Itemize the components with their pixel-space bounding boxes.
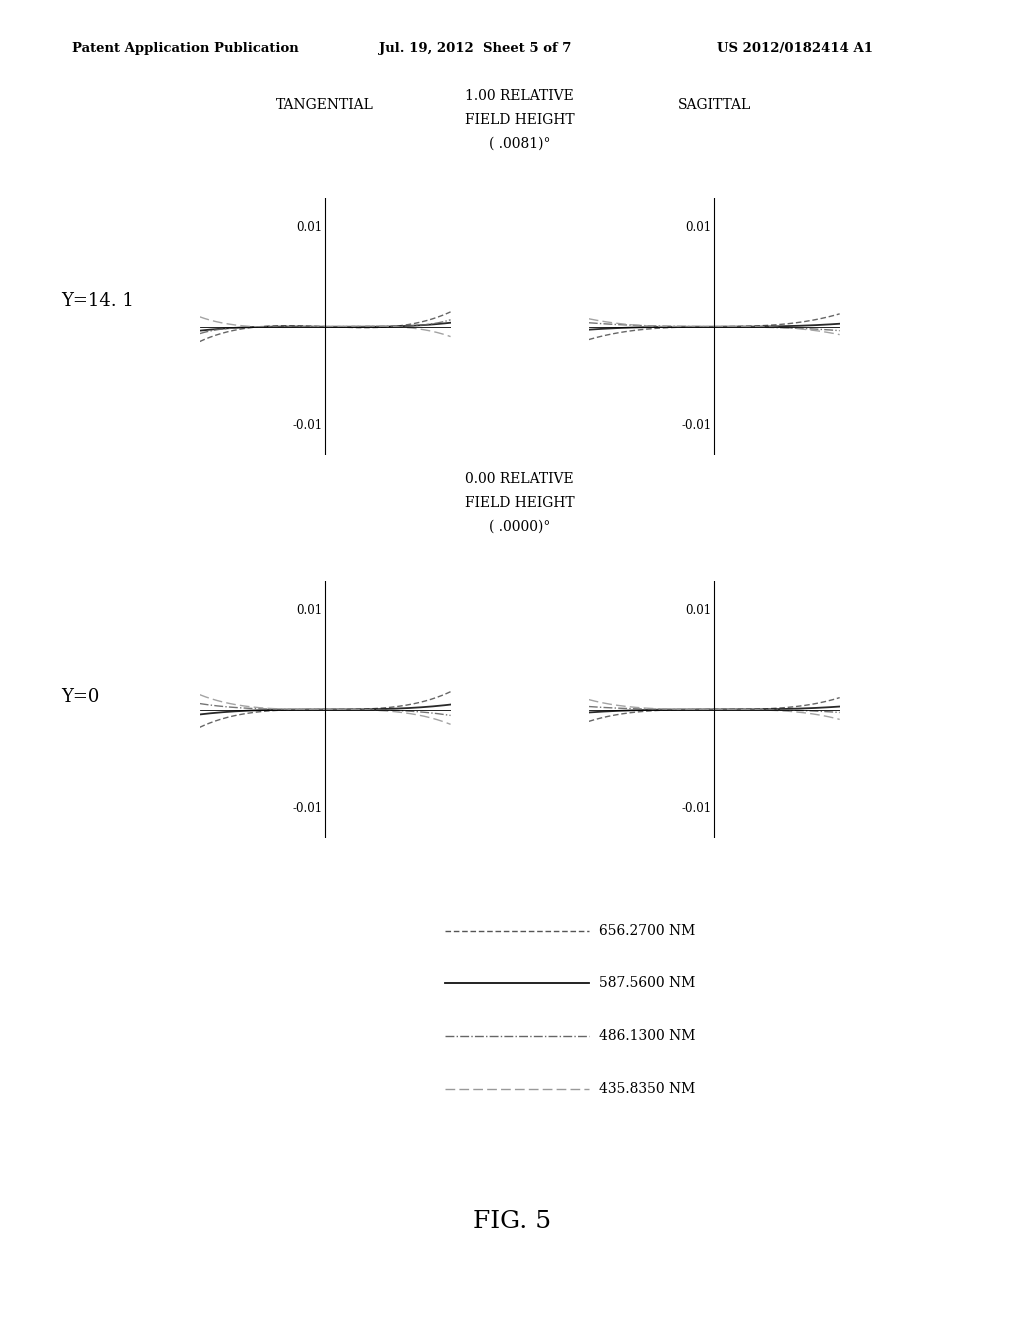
Text: 435.8350 NM: 435.8350 NM [599, 1082, 695, 1096]
Text: -0.01: -0.01 [682, 420, 712, 432]
Text: SAGITTAL: SAGITTAL [678, 98, 751, 112]
Text: FIELD HEIGHT: FIELD HEIGHT [465, 495, 574, 510]
Text: Y=0: Y=0 [61, 688, 99, 706]
Text: 0.00 RELATIVE: 0.00 RELATIVE [465, 471, 574, 486]
Text: FIELD HEIGHT: FIELD HEIGHT [465, 112, 574, 127]
Text: -0.01: -0.01 [293, 420, 323, 432]
Text: 1.00 RELATIVE: 1.00 RELATIVE [465, 88, 574, 103]
Text: FIG. 5: FIG. 5 [473, 1209, 551, 1233]
Text: Y=14. 1: Y=14. 1 [61, 292, 134, 310]
Text: Jul. 19, 2012  Sheet 5 of 7: Jul. 19, 2012 Sheet 5 of 7 [379, 42, 571, 55]
Text: 0.01: 0.01 [686, 605, 712, 616]
Text: ( .0081)°: ( .0081)° [488, 136, 551, 150]
Text: -0.01: -0.01 [682, 803, 712, 814]
Text: 0.01: 0.01 [686, 222, 712, 234]
Text: 587.5600 NM: 587.5600 NM [599, 977, 695, 990]
Text: TANGENTIAL: TANGENTIAL [276, 98, 374, 112]
Text: -0.01: -0.01 [293, 803, 323, 814]
Text: 486.1300 NM: 486.1300 NM [599, 1030, 695, 1043]
Text: ( .0000)°: ( .0000)° [489, 519, 550, 533]
Text: 0.01: 0.01 [297, 222, 323, 234]
Text: Patent Application Publication: Patent Application Publication [72, 42, 298, 55]
Text: US 2012/0182414 A1: US 2012/0182414 A1 [717, 42, 872, 55]
Text: 0.01: 0.01 [297, 605, 323, 616]
Text: 656.2700 NM: 656.2700 NM [599, 924, 695, 937]
